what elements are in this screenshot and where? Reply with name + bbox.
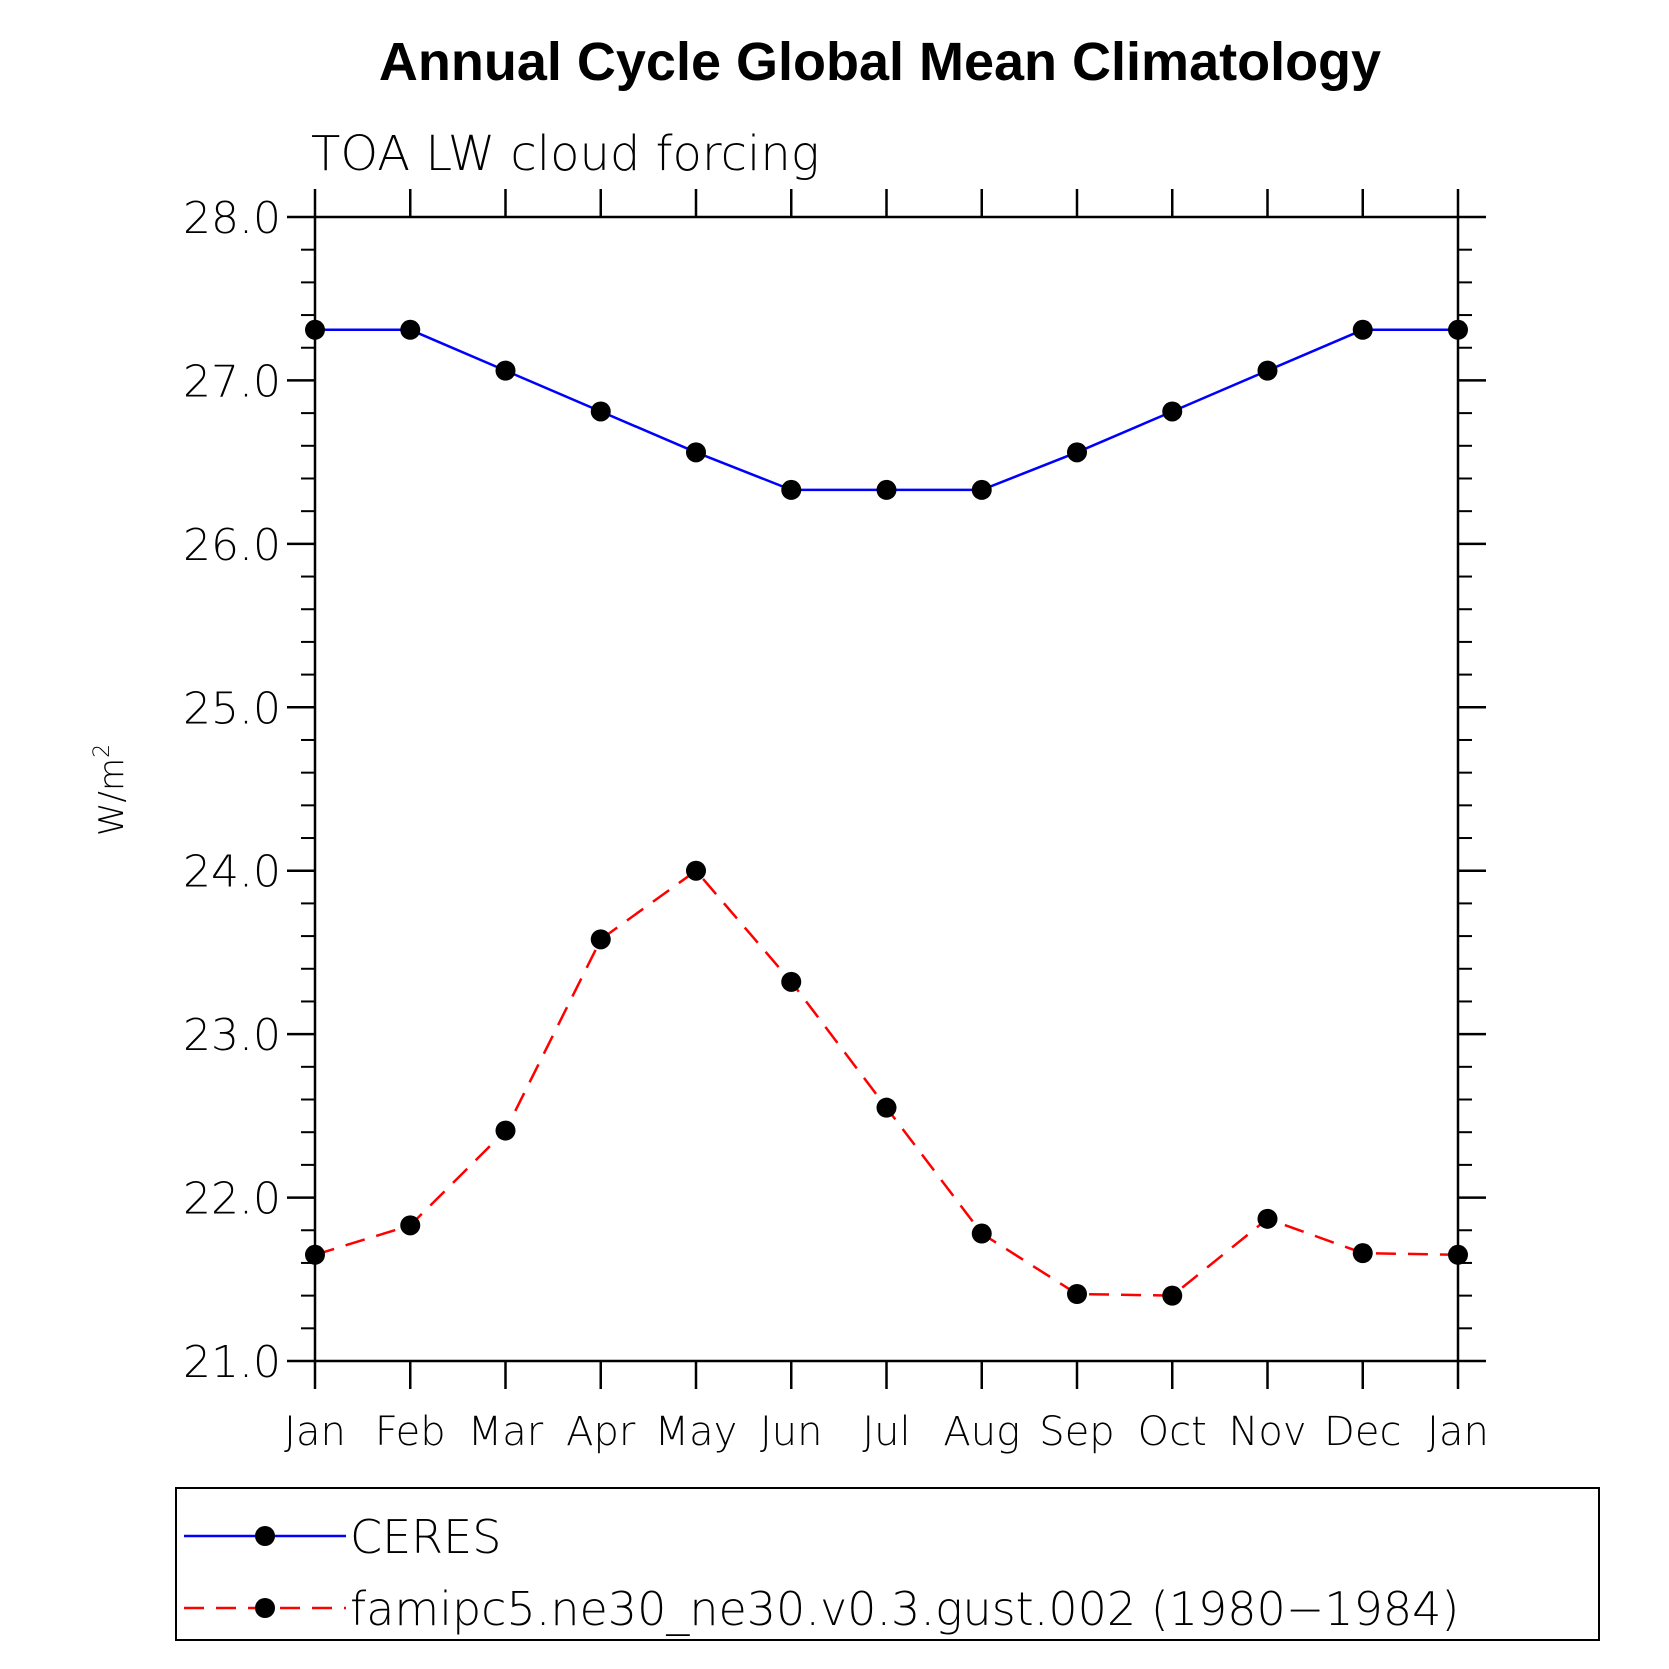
x-tick-label: Apr	[566, 1409, 636, 1455]
x-tick-label: Mar	[468, 1409, 544, 1455]
data-point	[1352, 319, 1373, 340]
data-point	[1162, 401, 1183, 422]
data-point	[1067, 442, 1087, 463]
x-tick-label: Jan	[1427, 1409, 1489, 1455]
x-tick-label: Dec	[1324, 1409, 1401, 1455]
chart-subtitle: TOA LW cloud forcing	[311, 126, 820, 182]
series-line	[314, 869, 1459, 1297]
y-axis-label-base: W/m	[92, 758, 132, 836]
y-tick-label: 28.0	[183, 193, 281, 244]
data-point	[686, 442, 706, 463]
data-point	[1448, 1244, 1468, 1265]
data-point	[1067, 1283, 1087, 1304]
data-point	[305, 1244, 325, 1265]
data-point	[400, 319, 421, 340]
data-point	[1162, 1285, 1183, 1306]
y-tick-label: 24.0	[183, 847, 281, 898]
data-point	[1257, 360, 1278, 381]
series-1	[305, 319, 1468, 500]
y-axis-label: W/m2	[90, 744, 132, 836]
data-point	[686, 860, 706, 881]
plot-frame	[313, 215, 1460, 1363]
y-axis-label-exponent: 2	[90, 744, 115, 758]
x-tick-label: Feb	[375, 1409, 446, 1455]
y-tick-label: 21.0	[183, 1337, 281, 1388]
series-layer	[305, 319, 1468, 1306]
data-point	[400, 1215, 421, 1236]
legend-marker	[255, 1598, 275, 1618]
data-point	[781, 971, 802, 992]
legend-label: famipc5.ne30_ne30.v0.3.gust.002 (1980−19…	[350, 1582, 1459, 1636]
y-tick-label: 25.0	[183, 683, 281, 734]
legend: CERES famipc5.ne30_ne30.v0.3.gust.002 (19…	[175, 1487, 1600, 1641]
data-point	[876, 479, 897, 500]
chart-title: Annual Cycle Global Mean Climatology	[379, 32, 1381, 92]
data-point	[305, 319, 325, 340]
x-tick-label: Nov	[1228, 1409, 1306, 1455]
x-tick-label: Jul	[862, 1409, 910, 1455]
data-point	[971, 479, 992, 500]
y-tick-label: 27.0	[183, 356, 281, 407]
data-point	[495, 1120, 516, 1141]
data-point	[495, 360, 516, 381]
data-point	[971, 1223, 992, 1244]
data-point	[590, 929, 611, 950]
series-2	[305, 860, 1468, 1306]
y-tick-label: 23.0	[183, 1010, 281, 1061]
x-tick-label: Jan	[284, 1409, 346, 1455]
x-tick-label: May	[655, 1409, 738, 1455]
data-point	[1448, 319, 1468, 340]
data-point	[1352, 1243, 1373, 1264]
svg-text:W/m2: W/m2	[90, 744, 132, 836]
data-point	[590, 401, 611, 422]
x-tick-label: Jun	[760, 1409, 823, 1455]
legend-box	[175, 1487, 1600, 1641]
data-point	[876, 1097, 897, 1118]
data-point	[1257, 1208, 1278, 1229]
y-tick-label: 22.0	[183, 1174, 281, 1225]
x-tick-label: Sep	[1039, 1409, 1114, 1455]
legend-marker	[255, 1526, 275, 1546]
data-point	[781, 479, 802, 500]
x-tick-label: Aug	[943, 1409, 1020, 1455]
axes: 21.0 22.0 23.0 24.0 25.0 26.0 27.0 28.0 Jan Feb Ma…	[183, 189, 1489, 1455]
series-line	[315, 328, 1458, 492]
x-tick-label: Oct	[1138, 1409, 1207, 1455]
y-tick-label: 26.0	[183, 520, 281, 571]
legend-label: CERES	[350, 1510, 501, 1564]
